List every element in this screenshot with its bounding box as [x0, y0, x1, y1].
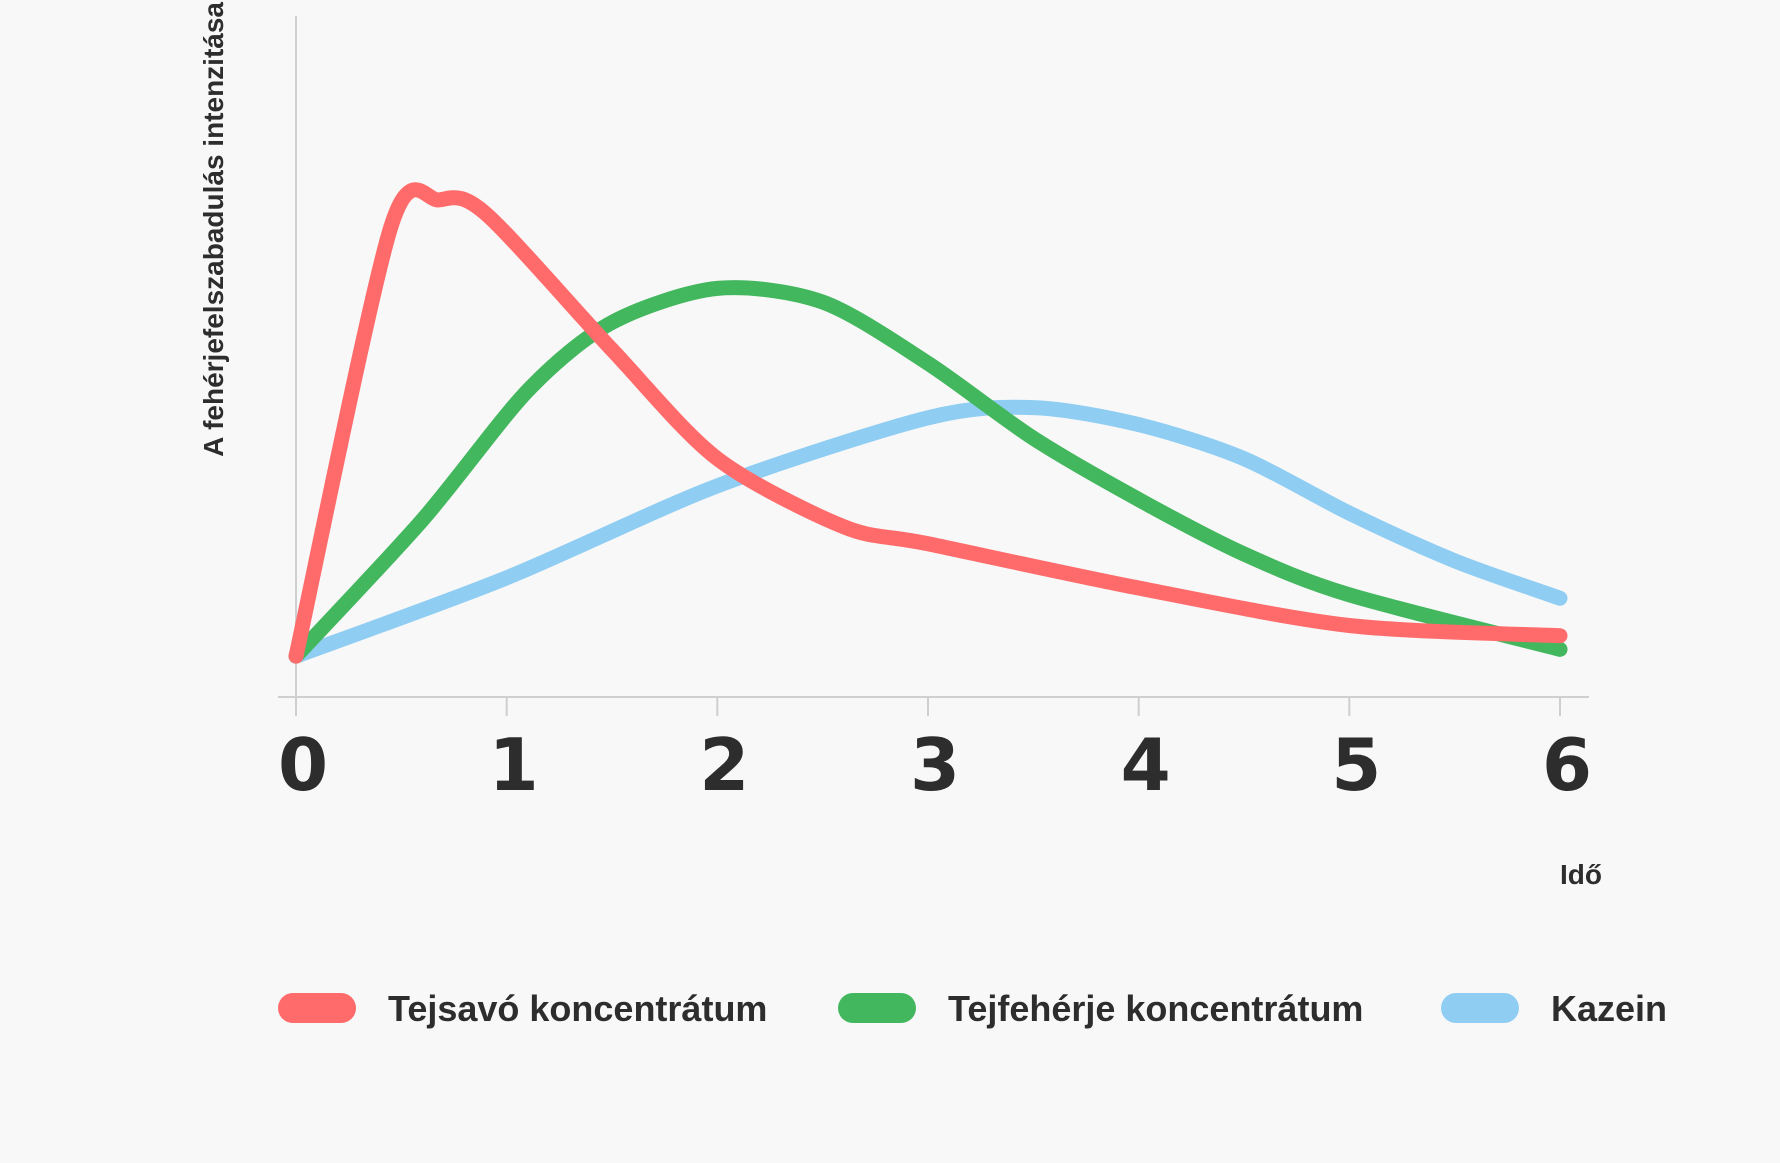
x-tick-label: 1: [489, 723, 539, 807]
y-axis-title: A fehérjefelszabadulás intenzitása: [198, 2, 229, 457]
x-tick-label: 6: [1542, 723, 1592, 807]
series-lines: [288, 182, 1568, 664]
legend-item: Kazein: [1441, 988, 1667, 1029]
legend-label: Tejsavó koncentrátum: [388, 988, 767, 1029]
legend-item: Tejsavó koncentrátum: [278, 988, 767, 1029]
series-line: [288, 280, 1568, 664]
legend-label: Kazein: [1551, 988, 1667, 1029]
x-tick-label: 5: [1331, 723, 1381, 807]
x-tick-label: 2: [699, 723, 749, 807]
series-line: [288, 399, 1568, 664]
x-tick-label: 0: [278, 723, 328, 807]
legend-item: Tejfehérje koncentrátum: [838, 988, 1363, 1029]
legend: Tejsavó koncentrátum Tejfehérje koncentrá…: [278, 988, 1667, 1029]
x-tick-label: 4: [1121, 723, 1171, 807]
legend-label: Tejfehérje koncentrátum: [948, 988, 1363, 1029]
series-line: [288, 182, 1568, 664]
x-axis-title: Idő: [1560, 859, 1602, 890]
x-tick-label: 3: [910, 723, 960, 807]
x-axis-ticks: 0 1 2 3 4 5 6: [278, 697, 1592, 807]
